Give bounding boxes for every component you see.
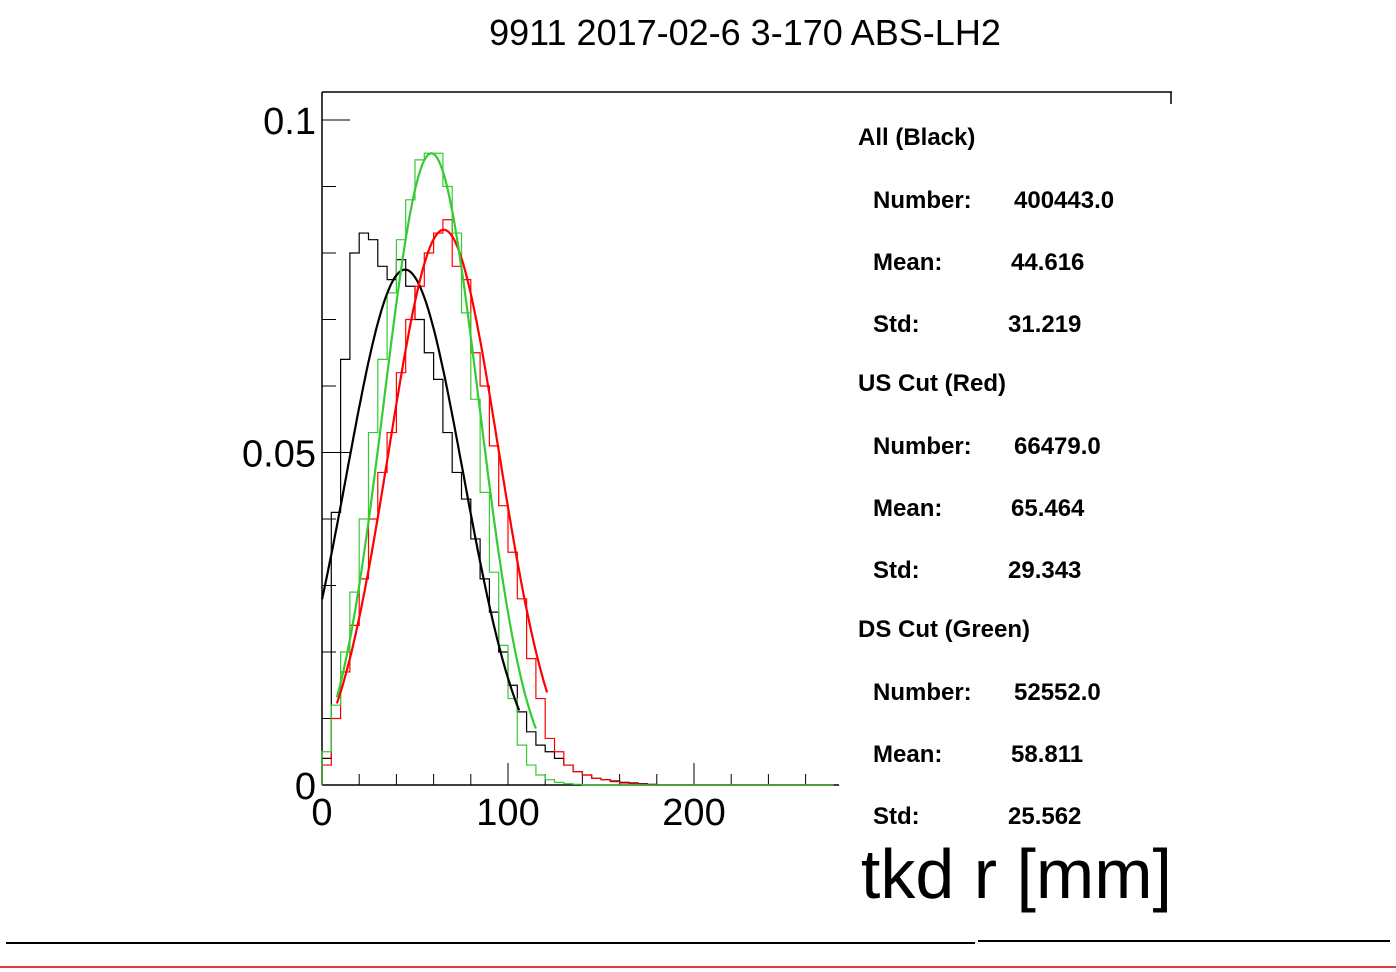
x-axis-label: tkd r [mm] bbox=[861, 835, 1172, 913]
histogram-ds-cut bbox=[321, 152, 834, 786]
stats-ds-number-label: Number: bbox=[873, 679, 972, 706]
stats-ds-number: 52552.0 bbox=[1014, 679, 1101, 706]
histogram-all bbox=[321, 232, 834, 786]
stats-us-number: 66479.0 bbox=[1014, 433, 1101, 460]
fit-curve-all bbox=[320, 268, 521, 711]
stats-header-us: US Cut (Red) bbox=[858, 370, 1006, 397]
chart-title: 9911 2017-02-6 3-170 ABS-LH2 bbox=[489, 12, 1001, 53]
y-axis: 0 0.05 0.1 bbox=[242, 101, 350, 808]
y-tick-label: 0.1 bbox=[263, 101, 316, 143]
stats-us-mean: 65.464 bbox=[1011, 495, 1085, 522]
stats-us-std: 29.343 bbox=[1008, 557, 1081, 584]
stats-header-ds: DS Cut (Green) bbox=[858, 616, 1030, 643]
stats-ds-mean-label: Mean: bbox=[873, 741, 942, 768]
stats-all-std: 31.219 bbox=[1008, 311, 1081, 338]
stats-all-number: 400443.0 bbox=[1014, 187, 1114, 214]
y-tick-label: 0.05 bbox=[242, 434, 316, 476]
y-tick-label: 0 bbox=[295, 766, 316, 808]
stats-header-all: All (Black) bbox=[858, 124, 975, 151]
stats-us-mean-label: Mean: bbox=[873, 495, 942, 522]
stats-us-std-label: Std: bbox=[873, 557, 920, 584]
stats-box: All (Black) Number: 400443.0 Mean: 44.61… bbox=[858, 124, 1114, 830]
x-tick-label: 200 bbox=[662, 792, 725, 834]
stats-ds-std-label: Std: bbox=[873, 803, 920, 830]
histogram-us-cut bbox=[321, 219, 834, 786]
x-axis: 0 100 200 bbox=[311, 763, 807, 834]
x-tick-label: 100 bbox=[476, 792, 539, 834]
gaussian-fits bbox=[320, 152, 549, 729]
stats-all-number-label: Number: bbox=[873, 187, 972, 214]
stats-ds-mean: 58.811 bbox=[1011, 741, 1083, 768]
x-tick-label: 0 bbox=[311, 792, 332, 834]
histograms bbox=[321, 152, 834, 786]
stats-us-number-label: Number: bbox=[873, 433, 972, 460]
fit-curve-ds-cut bbox=[335, 152, 537, 729]
stats-ds-std: 25.562 bbox=[1008, 803, 1081, 830]
stats-all-mean: 44.616 bbox=[1011, 249, 1084, 276]
stats-all-std-label: Std: bbox=[873, 311, 920, 338]
fit-curve-us-cut bbox=[335, 228, 549, 704]
stats-all-mean-label: Mean: bbox=[873, 249, 942, 276]
